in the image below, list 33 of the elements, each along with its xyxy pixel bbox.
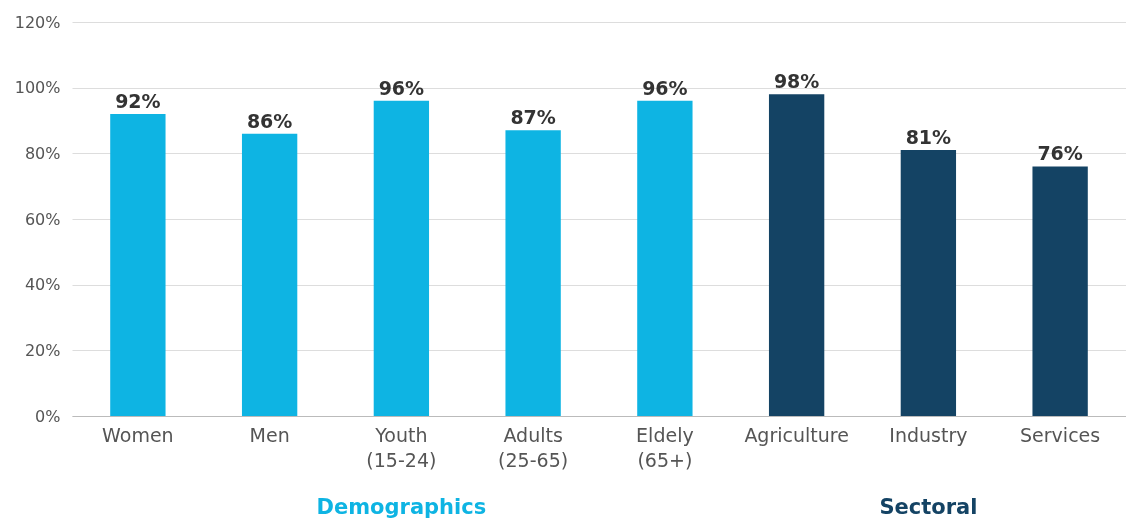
bar [110, 113, 166, 416]
x-tick-label: Women [102, 423, 174, 446]
y-tick-label: 60% [24, 209, 61, 229]
bar [373, 100, 430, 416]
x-tick-label: Industry [889, 423, 968, 446]
bar [637, 100, 693, 416]
bar [768, 94, 825, 416]
bar [505, 130, 561, 416]
data-label: 98% [773, 70, 820, 93]
x-tick-label: Men [249, 423, 290, 446]
y-tick-label: 120% [14, 12, 61, 32]
data-label: 96% [642, 76, 688, 99]
text: Sectoral [879, 495, 978, 519]
bar [900, 150, 957, 416]
data-label: 81% [905, 126, 952, 149]
y-tick-label: 20% [24, 340, 61, 360]
text: Demographics [316, 495, 487, 519]
y-tick-label: 0% [35, 406, 61, 426]
bar [241, 133, 298, 416]
x-tick-label: Eldely (65+) [636, 423, 694, 471]
data-label: 87% [510, 106, 556, 129]
data-label: 92% [115, 89, 161, 112]
y-tick-label: 100% [14, 78, 61, 98]
y-tick-label: 80% [24, 143, 61, 163]
x-tick-label: Adults (25-65) [498, 423, 569, 471]
y-tick-label: 40% [24, 275, 61, 295]
data-label: 76% [1037, 142, 1083, 165]
x-tick-label: Services [1020, 423, 1101, 446]
data-label: 96% [378, 76, 425, 99]
x-tick-label: Agriculture [744, 423, 849, 446]
bar [1032, 166, 1088, 416]
data-label: 86% [246, 109, 293, 132]
x-tick-label: Youth (15-24) [366, 423, 437, 471]
